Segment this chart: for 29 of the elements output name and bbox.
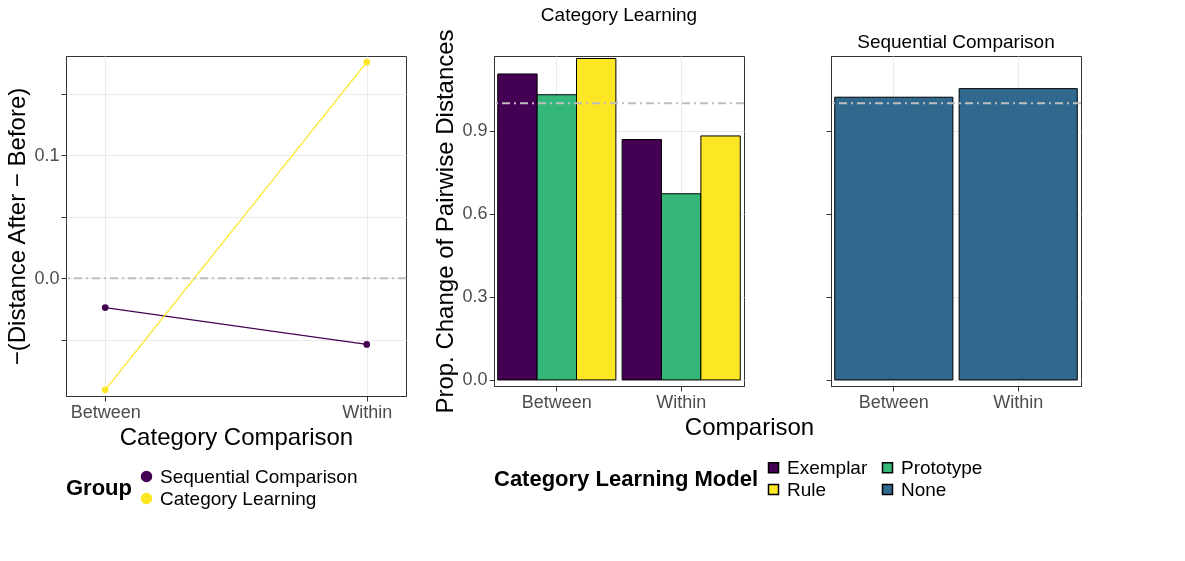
y-tick-label: 0.0 (462, 369, 488, 390)
y-tick-label: 0.0 (34, 267, 60, 288)
point (101, 304, 109, 311)
x-tick-label: Between (521, 391, 592, 412)
legend-label: Sequential Comparison (160, 465, 358, 487)
y-axis-title: −(Distance After − Before) (3, 87, 31, 366)
y-tick-label: 0.3 (462, 286, 488, 307)
y-tick-label: 0.6 (462, 203, 488, 224)
chart-title: Sequential Comparison (857, 31, 1055, 52)
x-tick-label: Between (70, 401, 141, 422)
legend-label: Exemplar (787, 456, 868, 478)
y-axis-title: Prop. Change of Pairwise Distances (431, 29, 459, 414)
legend-label: Prototype (901, 456, 983, 478)
legend-label: Rule (787, 478, 827, 500)
x-axis-title: Category Comparison (119, 422, 354, 450)
x-axis-title: Comparison (684, 412, 815, 440)
text: None (901, 478, 947, 500)
x-tick-label: Within (656, 391, 707, 412)
legend-title: Category Learning Model (494, 466, 759, 491)
legend-label: Category Learning (160, 487, 317, 509)
x-tick-label: Within (342, 401, 393, 422)
chart-title: Category Learning (540, 3, 698, 25)
legend-title: Group (66, 475, 132, 500)
y-tick-label: 0.1 (34, 144, 60, 165)
point (363, 341, 371, 348)
y-tick-label: 0.9 (462, 120, 488, 141)
point (363, 58, 371, 66)
x-tick-label: Within (993, 391, 1044, 412)
x-tick-label: Between (858, 391, 929, 412)
